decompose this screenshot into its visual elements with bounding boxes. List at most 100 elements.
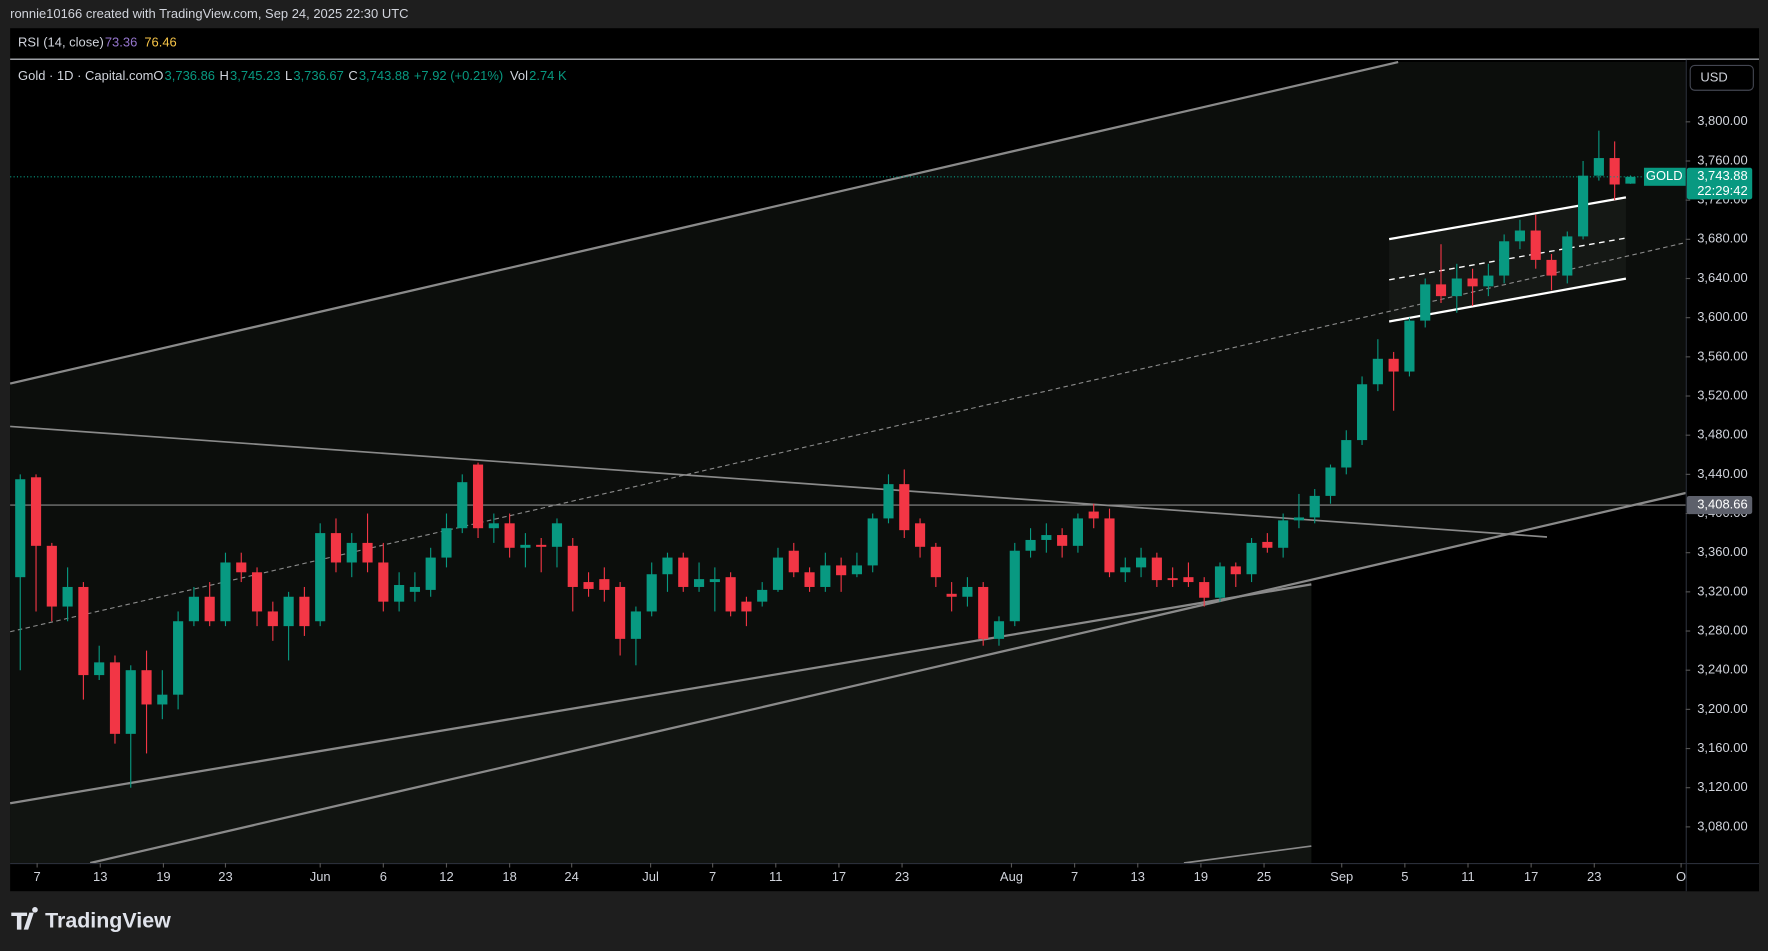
candle-body xyxy=(362,542,373,563)
y-tick-label: 3,200.00 xyxy=(1697,701,1747,716)
x-tick-label: 17 xyxy=(832,869,846,884)
level-tag-label: 3,408.66 xyxy=(1697,496,1747,511)
logo: TradingView xyxy=(11,907,171,932)
x-tick-label: 24 xyxy=(564,869,578,884)
field-label: C xyxy=(348,68,357,83)
candle-body xyxy=(1514,230,1526,242)
x-tick-label: 19 xyxy=(1194,869,1208,884)
x-tick-label: 13 xyxy=(93,869,107,884)
candle-body xyxy=(1388,358,1399,372)
change: +7.92 (+0.21%) xyxy=(414,68,503,83)
candle-body xyxy=(346,542,357,563)
y-tick-label: 3,600.00 xyxy=(1697,309,1747,324)
symbol-tag-label: GOLD xyxy=(1646,168,1683,183)
y-tick-label: 3,280.00 xyxy=(1697,622,1747,637)
candle-body xyxy=(1562,236,1573,276)
candle-body xyxy=(109,662,121,734)
x-tick-label: Aug xyxy=(1000,869,1023,884)
candle-body xyxy=(1435,284,1447,297)
y-tick-label: 3,480.00 xyxy=(1697,427,1747,442)
candle-body xyxy=(1120,567,1131,573)
candle-body xyxy=(1372,358,1383,385)
candle-body xyxy=(94,662,105,676)
candle-body xyxy=(741,601,752,612)
x-tick-label: 23 xyxy=(218,869,232,884)
candle-body xyxy=(662,557,673,575)
candle-body xyxy=(330,533,342,563)
candle-body xyxy=(1309,495,1320,518)
rsi-value: 76.46 xyxy=(144,34,176,49)
candle-body xyxy=(993,621,1005,639)
currency-button[interactable] xyxy=(1689,64,1754,91)
candle-body xyxy=(1593,158,1604,176)
level-tag xyxy=(1686,496,1753,515)
field-label: L xyxy=(285,68,292,83)
candle-body xyxy=(820,565,831,587)
candle-body xyxy=(62,586,73,607)
candle-body xyxy=(836,565,847,576)
symbol: Gold · 1D · Capital.com xyxy=(18,68,153,83)
candle-body xyxy=(1546,259,1557,276)
candle-body xyxy=(567,545,578,587)
x-tick-label: 17 xyxy=(1524,869,1538,884)
x-tick-label: 11 xyxy=(1461,869,1474,884)
candle-body xyxy=(1278,520,1289,548)
candle-body xyxy=(946,593,957,597)
candle-body xyxy=(962,586,973,597)
y-tick-label: 3,160.00 xyxy=(1697,740,1747,755)
x-tick-label: 23 xyxy=(895,869,909,884)
candle-body xyxy=(615,586,626,639)
candle-body xyxy=(1088,511,1099,519)
trend-midline xyxy=(10,241,1686,633)
candle-body xyxy=(1262,541,1273,548)
x-tick-label: Jun xyxy=(310,869,331,884)
candle-body xyxy=(267,611,278,627)
candle-body xyxy=(251,572,263,612)
y-tick-label: 3,240.00 xyxy=(1697,662,1747,677)
candle-body xyxy=(1356,384,1368,441)
candle-body xyxy=(1325,467,1336,496)
price-tag xyxy=(1686,167,1753,200)
vol-label: Vol xyxy=(510,68,528,83)
x-tick-label: 25 xyxy=(1257,869,1271,884)
candle-body xyxy=(1625,176,1636,184)
candle-body xyxy=(378,562,389,602)
candle-body xyxy=(536,544,547,547)
y-tick-label: 3,360.00 xyxy=(1697,544,1747,559)
y-tick-label: 3,760.00 xyxy=(1697,152,1747,167)
candle-body xyxy=(488,523,499,529)
candle-body xyxy=(883,484,894,519)
ohlc-legend: O 3,736.86 H 3,745.23 L 3,736.67 C 3,743.88 +7.9… xyxy=(153,68,567,83)
logo-mark xyxy=(11,907,38,930)
field-value: 3,736.67 xyxy=(293,68,343,83)
trend-line xyxy=(9,60,1399,385)
y-tick-label: 3,520.00 xyxy=(1697,387,1747,402)
currency[interactable]: USD xyxy=(1700,69,1727,84)
candle-body xyxy=(188,596,199,622)
candle-body xyxy=(283,596,294,627)
candle-body xyxy=(1151,557,1162,581)
trend-line xyxy=(89,491,1686,865)
candle-body xyxy=(1293,517,1305,521)
candle-body xyxy=(30,477,42,546)
candle-body xyxy=(583,582,594,589)
trend-line xyxy=(10,425,1548,538)
candle-body xyxy=(788,550,799,573)
symbol-tag xyxy=(1643,167,1686,186)
candle-body xyxy=(315,533,326,622)
x-tick-label: 7 xyxy=(709,869,716,884)
credit: ronnie10166 created with TradingView.com… xyxy=(10,6,408,21)
x-tick-label: 6 xyxy=(380,869,387,884)
x-tick-label: 7 xyxy=(1071,869,1078,884)
candle-body xyxy=(757,589,768,602)
candle-body xyxy=(425,557,436,590)
x-tick-label: O xyxy=(1676,869,1686,884)
price-tag-label: 3,743.88 xyxy=(1697,168,1747,183)
candle-body xyxy=(504,523,515,548)
countdown: 22:29:42 xyxy=(1697,183,1747,198)
field-label: O xyxy=(153,68,163,83)
candle-body xyxy=(125,670,136,734)
candle-body xyxy=(1199,582,1210,598)
x-tick-label: 23 xyxy=(1587,869,1601,884)
candle-body xyxy=(1246,542,1257,575)
